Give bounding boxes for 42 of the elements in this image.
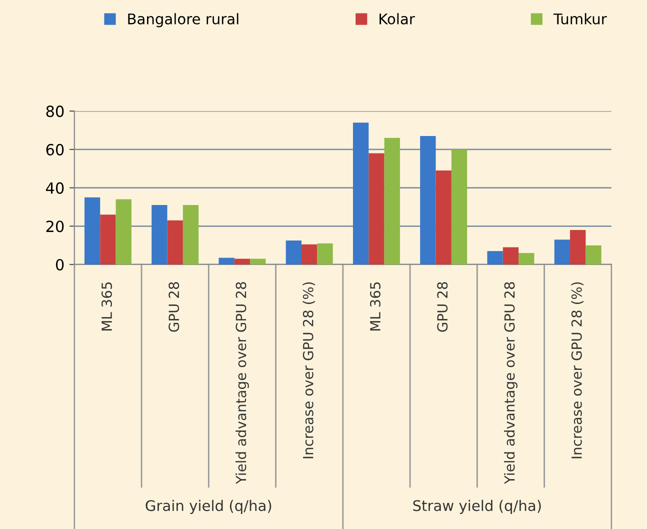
x-tick-label: Increase over GPU 28 (%) xyxy=(302,282,316,458)
bar xyxy=(302,244,318,264)
x-tick-label: Increase over GPU 28 (%) xyxy=(571,282,584,458)
bar xyxy=(554,240,570,264)
bar xyxy=(420,136,436,264)
x-tick-label: Yield advantage over GPU 28 xyxy=(504,282,518,484)
x-tick-label: ML 365 xyxy=(101,282,112,330)
legend-label: Kolar xyxy=(380,13,415,24)
bar xyxy=(218,258,234,264)
y-tick-label: 80 xyxy=(46,106,64,118)
bar xyxy=(167,220,183,264)
x-tick-label: ML 365 xyxy=(370,282,381,330)
bar xyxy=(368,153,384,264)
bar xyxy=(84,197,100,264)
bar xyxy=(116,199,132,264)
bar xyxy=(570,230,586,264)
bar xyxy=(352,122,369,264)
text: Grain yield (q/ha) xyxy=(146,500,272,514)
bar xyxy=(286,240,302,264)
bar xyxy=(317,243,333,264)
bar xyxy=(234,258,250,264)
y-tick-label: 60 xyxy=(46,144,64,156)
y-tick-label: 0 xyxy=(56,258,64,271)
legend-label: Bangalore rural xyxy=(128,13,238,28)
text: Straw yield (q/ha) xyxy=(413,500,541,514)
x-tick-label: GPU 28 xyxy=(168,282,180,332)
bar xyxy=(100,214,116,264)
x-tick-label: GPU 28 xyxy=(437,282,448,332)
legend-label: Tumkur xyxy=(553,13,607,24)
bar xyxy=(518,252,534,264)
y-tick-label: 40 xyxy=(46,182,64,194)
bar xyxy=(451,149,468,264)
bar xyxy=(182,205,199,264)
bar xyxy=(586,245,602,264)
bar xyxy=(502,247,519,264)
bar xyxy=(250,258,266,264)
bar xyxy=(384,138,400,264)
x-tick-label: Yield advantage over GPU 28 xyxy=(236,282,249,484)
bar xyxy=(436,170,452,264)
y-tick-label: 20 xyxy=(46,220,64,232)
bar xyxy=(487,251,503,264)
bar xyxy=(152,205,168,264)
